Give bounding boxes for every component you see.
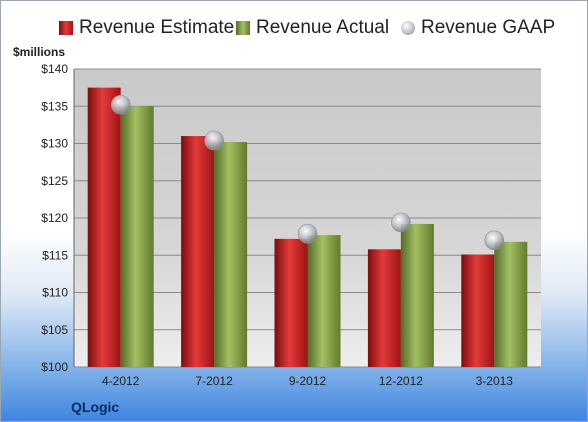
y-axis-label: $millions bbox=[13, 45, 66, 59]
company-name: QLogic bbox=[71, 399, 120, 415]
y-tick-label: $140 bbox=[41, 62, 68, 76]
y-tick-label: $120 bbox=[41, 211, 68, 225]
marker-revenue-gaap bbox=[391, 212, 411, 233]
legend-swatch-estimate bbox=[59, 21, 73, 35]
marker-revenue-gaap bbox=[204, 130, 224, 151]
y-tick-label: $130 bbox=[41, 137, 68, 151]
bar-revenue-estimate bbox=[87, 87, 121, 367]
legend-label-actual: Revenue Actual bbox=[256, 17, 390, 38]
legend-item-estimate: Revenue Estimate bbox=[59, 17, 234, 39]
bar-revenue-estimate bbox=[367, 249, 401, 367]
bar-revenue-estimate bbox=[181, 136, 215, 367]
y-tick-label: $135 bbox=[41, 99, 68, 113]
legend-swatch-gaap bbox=[401, 21, 415, 35]
legend-item-gaap: Revenue GAAP bbox=[401, 17, 555, 39]
bar-revenue-actual bbox=[120, 106, 154, 367]
marker-revenue-gaap bbox=[110, 94, 131, 115]
marker-revenue-gaap bbox=[297, 223, 318, 244]
legend-label-estimate: Revenue Estimate bbox=[79, 17, 235, 38]
x-tick-label: 12-2012 bbox=[379, 374, 423, 388]
bar-revenue-actual bbox=[400, 223, 434, 367]
y-tick-label: $105 bbox=[41, 323, 68, 337]
y-tick-label: $115 bbox=[42, 248, 68, 262]
y-tick-label: $110 bbox=[42, 286, 68, 300]
legend: Revenue Estimate Revenue Actual Revenue … bbox=[1, 17, 587, 43]
marker-revenue-gaap bbox=[484, 230, 505, 251]
y-tick-label: $125 bbox=[41, 174, 68, 188]
legend-swatch-actual bbox=[236, 21, 250, 35]
y-tick-label: $100 bbox=[41, 360, 68, 374]
legend-item-actual: Revenue Actual bbox=[236, 17, 389, 39]
bar-revenue-estimate bbox=[274, 238, 308, 367]
bar-revenue-estimate bbox=[461, 254, 495, 367]
plot-area: $100 $105 $110 $115 $120 $125 $130 $135 $140 4-20… bbox=[41, 62, 541, 388]
x-tick-label: 7-2012 bbox=[195, 374, 233, 388]
bar-revenue-actual bbox=[307, 235, 341, 367]
bar-revenue-actual bbox=[494, 241, 528, 367]
x-tick-label: 3-2013 bbox=[476, 374, 514, 388]
legend-label-gaap: Revenue GAAP bbox=[421, 17, 556, 38]
x-tick-label: 9-2012 bbox=[289, 374, 327, 388]
x-tick-label: 4-2012 bbox=[102, 374, 140, 388]
bar-revenue-actual bbox=[214, 142, 248, 367]
